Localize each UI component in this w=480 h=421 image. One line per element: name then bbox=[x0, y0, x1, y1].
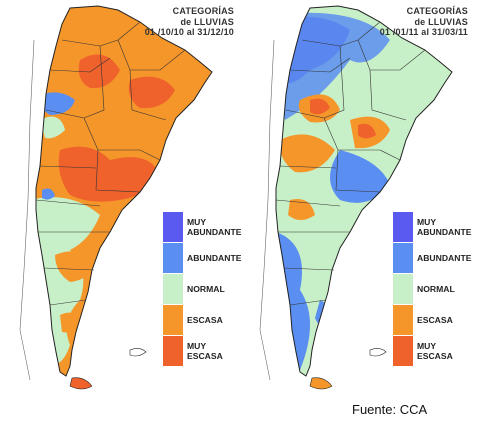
legend-swatch bbox=[163, 212, 183, 242]
legend-item-escasa: ESCASA bbox=[163, 305, 223, 335]
legend-item-muy-abundante: MUY ABUNDANTE bbox=[163, 212, 241, 242]
argentina-rainfall-map-left bbox=[19, 5, 213, 390]
legend-swatch bbox=[163, 243, 183, 273]
period-label: 01 /01/11 al 31/03/11 bbox=[379, 27, 468, 37]
panel-title-right: CATEGORÍAS de LLUVIAS 01 /01/11 al 31/03… bbox=[380, 6, 468, 38]
title-line1: CATEGORÍAS bbox=[172, 6, 234, 16]
legend-item-abundante: ABUNDANTE bbox=[393, 243, 471, 273]
legend-swatch bbox=[393, 243, 413, 273]
legend-item-normal: NORMAL bbox=[163, 274, 225, 304]
title-line2: de LLUVIAS bbox=[414, 16, 468, 27]
legend-label: MUY ABUNDANTE bbox=[187, 217, 242, 237]
legend-swatch bbox=[163, 305, 183, 335]
legend-swatch bbox=[163, 274, 183, 304]
legend-swatch bbox=[393, 305, 413, 335]
legend-item-escasa: ESCASA bbox=[393, 305, 453, 335]
legend-label: NORMAL bbox=[417, 284, 455, 294]
legend-item-muy-escasa: MUY ESCASA bbox=[393, 336, 453, 366]
legend-label: ESCASA bbox=[417, 315, 453, 325]
legend-swatch bbox=[163, 336, 183, 366]
panel-title-left: CATEGORÍAS de LLUVIAS 01 /10/10 al 31/12… bbox=[145, 6, 234, 38]
source-caption: Fuente: CCA bbox=[352, 402, 428, 417]
map-panel-right: CATEGORÍAS de LLUVIAS 01 /01/11 al 31/03… bbox=[240, 0, 480, 400]
legend-label: ABUNDANTE bbox=[187, 253, 242, 263]
map-panel-left: CATEGORÍAS de LLUVIAS 01 /10/10 al 31/12… bbox=[0, 0, 241, 400]
legend-label: MUY ABUNDANTE bbox=[417, 217, 472, 237]
legend-label: ABUNDANTE bbox=[417, 253, 472, 263]
legend-swatch bbox=[393, 274, 413, 304]
legend-item-muy-escasa: MUY ESCASA bbox=[163, 336, 223, 366]
legend-label: MUY ESCASA bbox=[417, 341, 453, 361]
legend-label: NORMAL bbox=[187, 284, 225, 294]
period-label: 01 /10/10 al 31/12/10 bbox=[144, 27, 234, 37]
legend-label: ESCASA bbox=[187, 315, 223, 325]
legend-swatch bbox=[393, 212, 413, 242]
legend-item-abundante: ABUNDANTE bbox=[163, 243, 241, 273]
title-line1: CATEGORÍAS bbox=[406, 6, 468, 16]
legend-item-normal: NORMAL bbox=[393, 274, 455, 304]
legend-item-muy-abundante: MUY ABUNDANTE bbox=[393, 212, 471, 242]
title-line2: de LLUVIAS bbox=[180, 16, 234, 27]
legend-label: MUY ESCASA bbox=[187, 341, 223, 361]
argentina-rainfall-map-right bbox=[259, 5, 453, 390]
legend-swatch bbox=[393, 336, 413, 366]
